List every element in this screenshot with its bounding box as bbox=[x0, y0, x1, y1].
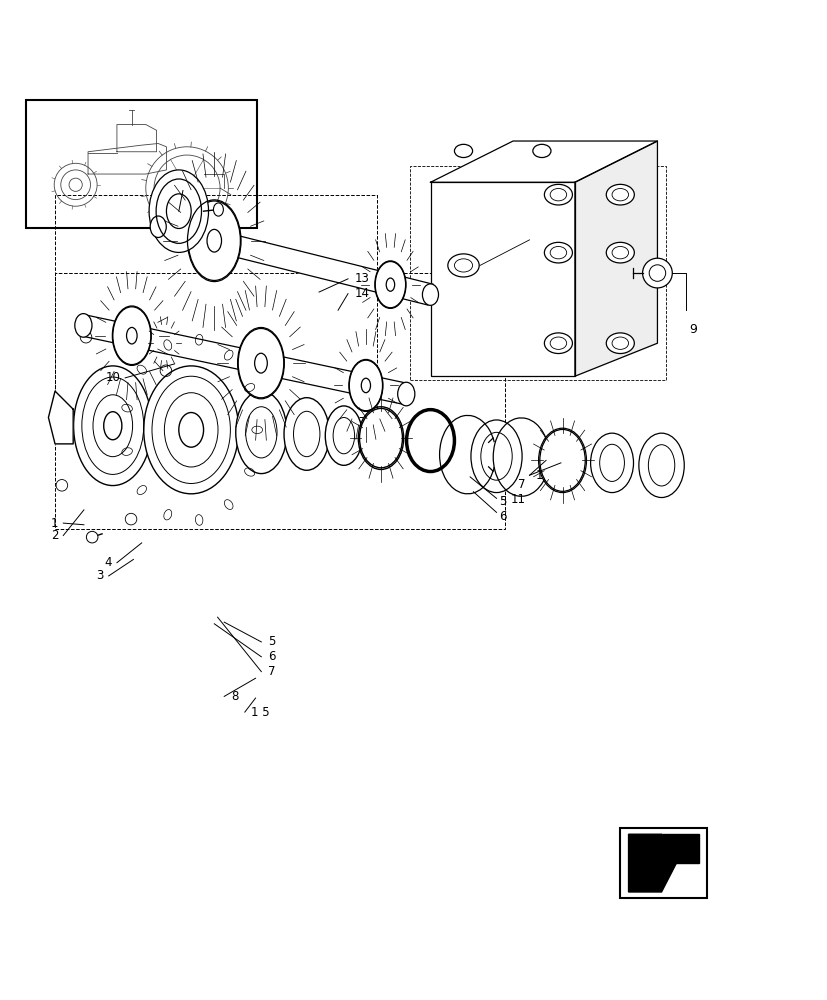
Ellipse shape bbox=[238, 328, 284, 398]
Text: 6: 6 bbox=[499, 510, 506, 523]
Ellipse shape bbox=[590, 433, 633, 493]
Text: 7: 7 bbox=[268, 665, 275, 678]
Ellipse shape bbox=[349, 360, 382, 411]
Text: 10: 10 bbox=[105, 371, 120, 384]
Text: 1: 1 bbox=[50, 517, 58, 530]
Ellipse shape bbox=[325, 406, 362, 465]
Ellipse shape bbox=[188, 201, 240, 280]
Text: 12: 12 bbox=[163, 184, 178, 197]
Polygon shape bbox=[661, 834, 698, 863]
Text: 9: 9 bbox=[688, 323, 696, 336]
Text: 13: 13 bbox=[354, 272, 369, 285]
Ellipse shape bbox=[144, 366, 238, 494]
Text: 5: 5 bbox=[499, 495, 506, 508]
Ellipse shape bbox=[422, 284, 438, 305]
Ellipse shape bbox=[74, 366, 152, 486]
Ellipse shape bbox=[605, 242, 633, 263]
Ellipse shape bbox=[605, 184, 633, 205]
Ellipse shape bbox=[375, 262, 405, 308]
Bar bbox=[409, 166, 665, 380]
Ellipse shape bbox=[638, 433, 683, 498]
Ellipse shape bbox=[543, 242, 571, 263]
Bar bbox=[619, 828, 706, 898]
Ellipse shape bbox=[359, 408, 402, 468]
Polygon shape bbox=[430, 141, 657, 182]
Ellipse shape bbox=[397, 382, 414, 406]
Ellipse shape bbox=[236, 391, 287, 474]
Text: 5: 5 bbox=[268, 635, 275, 648]
Ellipse shape bbox=[543, 333, 571, 354]
Text: 11: 11 bbox=[536, 469, 551, 482]
Text: 8: 8 bbox=[231, 690, 238, 703]
Text: 7
11: 7 11 bbox=[509, 478, 525, 506]
Ellipse shape bbox=[112, 307, 151, 365]
Text: 1 5: 1 5 bbox=[251, 706, 270, 719]
Ellipse shape bbox=[149, 170, 208, 252]
Bar bbox=[26, 100, 257, 228]
Bar bbox=[55, 273, 504, 529]
Text: 3: 3 bbox=[96, 569, 103, 582]
Polygon shape bbox=[628, 834, 676, 892]
Polygon shape bbox=[48, 391, 73, 444]
Ellipse shape bbox=[284, 398, 329, 470]
Ellipse shape bbox=[605, 333, 633, 354]
Text: 2: 2 bbox=[50, 529, 58, 542]
Polygon shape bbox=[81, 315, 408, 405]
Bar bbox=[55, 195, 376, 417]
Ellipse shape bbox=[539, 429, 585, 491]
Ellipse shape bbox=[543, 184, 571, 205]
Ellipse shape bbox=[213, 203, 223, 216]
Polygon shape bbox=[574, 141, 657, 376]
Text: 4: 4 bbox=[104, 556, 112, 569]
Bar bbox=[430, 182, 574, 376]
Ellipse shape bbox=[74, 314, 92, 337]
Text: 6: 6 bbox=[268, 650, 275, 663]
Text: 14: 14 bbox=[354, 287, 369, 300]
Circle shape bbox=[642, 258, 672, 288]
Polygon shape bbox=[155, 216, 433, 305]
Circle shape bbox=[86, 531, 98, 543]
Ellipse shape bbox=[471, 420, 522, 493]
Ellipse shape bbox=[150, 216, 166, 237]
